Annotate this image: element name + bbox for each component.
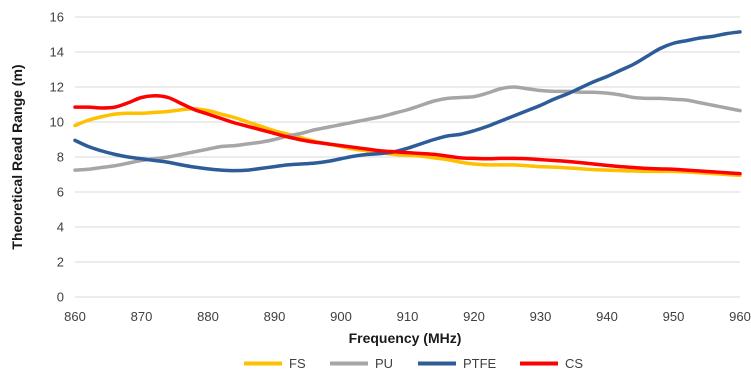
- x-tick-label: 870: [131, 309, 153, 324]
- y-tick-label: 8: [57, 150, 64, 165]
- x-tick-label: 890: [264, 309, 286, 324]
- legend-label-pu: PU: [375, 356, 393, 371]
- y-axis-ticks: 0 2 4 6 8 10 12 14 16: [50, 10, 64, 305]
- series-line-fs: [73, 107, 742, 178]
- x-tick-label: 930: [530, 309, 552, 324]
- series-lines: [73, 30, 742, 178]
- legend-label-cs: CS: [565, 356, 583, 371]
- y-tick-label: 2: [57, 255, 64, 270]
- y-tick-label: 0: [57, 290, 64, 305]
- x-tick-label: 880: [197, 309, 219, 324]
- series-line-ptfe: [73, 30, 742, 173]
- legend-label-ptfe: PTFE: [463, 356, 497, 371]
- legend: FS PU PTFE CS: [244, 356, 583, 371]
- y-tick-label: 12: [50, 80, 64, 95]
- y-tick-label: 16: [50, 10, 64, 25]
- x-axis-title: Frequency (MHz): [349, 330, 462, 346]
- y-tick-label: 10: [50, 115, 64, 130]
- legend-label-fs: FS: [289, 356, 306, 371]
- series-line-pu: [73, 85, 742, 172]
- x-tick-label: 860: [64, 309, 86, 324]
- y-tick-label: 6: [57, 185, 64, 200]
- x-tick-label: 940: [596, 309, 618, 324]
- x-tick-label: 960: [729, 309, 751, 324]
- y-tick-label: 14: [50, 45, 64, 60]
- x-tick-label: 910: [397, 309, 419, 324]
- x-tick-label: 900: [330, 309, 352, 324]
- x-tick-label: 950: [663, 309, 685, 324]
- x-axis-ticks: 860 870 880 890 900 910 920 930 940 950 960: [64, 309, 751, 324]
- x-tick-label: 920: [463, 309, 485, 324]
- y-tick-label: 4: [57, 220, 64, 235]
- series-line-cs: [73, 94, 742, 176]
- y-axis-title: Theoretical Read Range (m): [9, 64, 25, 249]
